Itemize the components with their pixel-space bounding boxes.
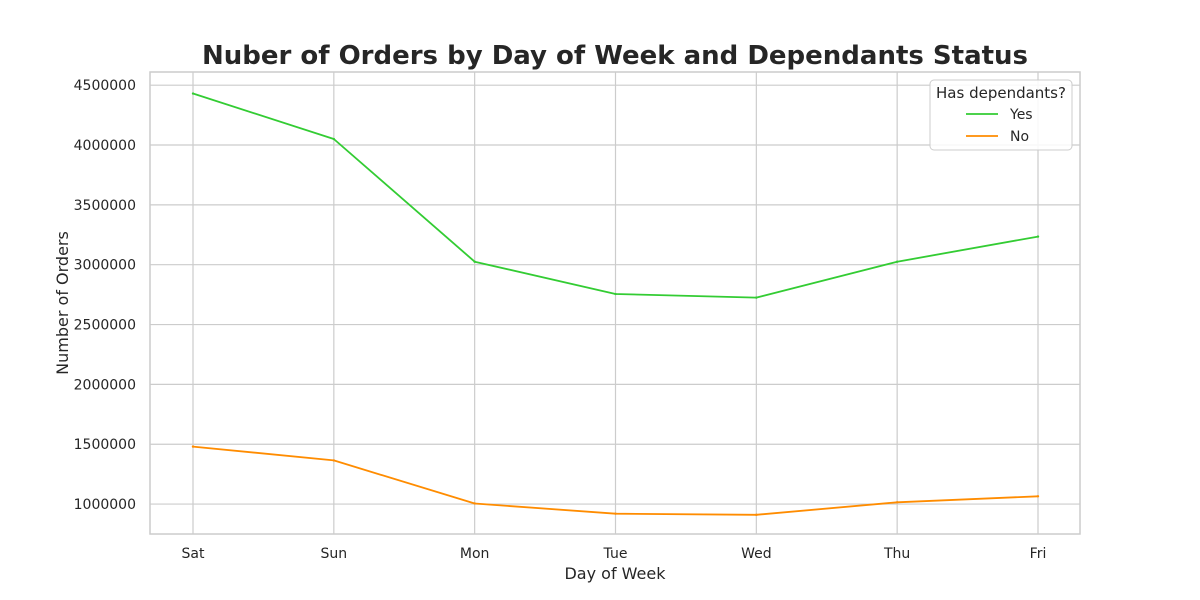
y-tick-label: 2000000 [74,377,136,393]
x-tick-label: Tue [603,546,628,562]
legend-label-yes: Yes [1009,107,1033,123]
legend-box [929,79,1073,151]
data-point-no [755,513,758,517]
data-point-yes [614,292,617,296]
y-tick-label: 3000000 [74,258,136,274]
y-tick-label: 1000000 [74,497,136,513]
x-tick-label: Fri [1030,546,1047,562]
x-tick-label: Wed [741,546,772,562]
data-point-no [473,502,476,505]
y-tick-label: 2500000 [74,318,136,334]
data-point-no [332,459,336,462]
y-tick-label: 4500000 [74,78,136,94]
data-point-yes [755,296,758,299]
data-point-yes [1036,235,1040,238]
legend-label-no: No [1010,129,1029,145]
data-point-yes [191,92,195,95]
y-tick-label: 1500000 [74,437,136,453]
x-tick-label: Thu [883,546,910,562]
legend: Has dependants? Yes No [929,79,1073,151]
data-point-no [191,445,195,448]
x-axis-label: Day of Week [564,564,666,583]
data-point-yes [473,260,476,263]
legend-title: Has dependants? [936,84,1066,102]
data-point-no [895,501,899,504]
data-point-yes [895,260,899,263]
data-point-no [614,512,617,515]
tick-labels: 1000000 1500000 2000000 2500000 3000000 35000… [74,78,1047,562]
x-tick-label: Sun [321,546,348,562]
y-axis-label: Number of Orders [53,231,72,375]
y-tick-label: 4000000 [74,138,136,154]
data-point-yes [332,137,336,141]
series-lines [191,92,1040,517]
y-tick-label: 3500000 [74,198,136,214]
x-tick-label: Mon [460,546,490,562]
chart-title: Nuber of Orders by Day of Week and Depen… [202,41,1028,71]
data-point-no [1036,495,1040,498]
x-tick-label: Sat [182,546,205,562]
grid [150,72,1080,534]
